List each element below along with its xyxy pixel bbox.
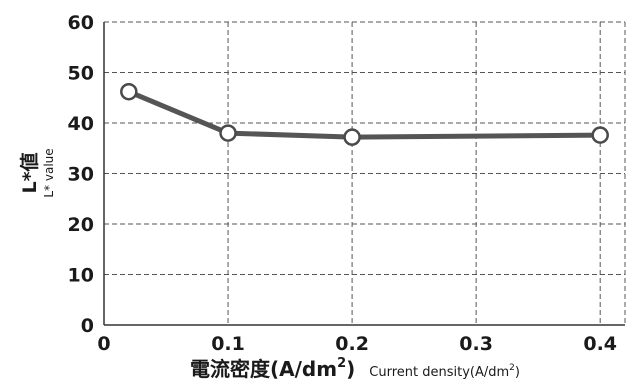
x-axis-title: 電流密度(A/dm2) Current density(A/dm2) xyxy=(190,356,520,381)
data-point xyxy=(219,124,237,142)
y-tick-label: 60 xyxy=(68,12,94,34)
x-tick-label: 0.4 xyxy=(583,333,617,355)
x-tick-label: 0.3 xyxy=(459,333,493,355)
y-axis-title-sub: L* value xyxy=(42,148,56,197)
x-tick-label: 0.1 xyxy=(211,333,245,355)
x-tick-labels: 0 0.1 0.2 0.3 0.4 xyxy=(97,333,617,355)
data-series xyxy=(120,82,609,146)
y-tick-label: 0 xyxy=(81,315,94,337)
series-line xyxy=(126,89,603,140)
data-point xyxy=(343,128,361,146)
data-point xyxy=(120,82,138,101)
y-tick-label: 30 xyxy=(68,164,94,186)
x-axis-title-en-sup: 2 xyxy=(509,363,515,373)
x-tick-label: 0 xyxy=(97,333,110,355)
grid-lines xyxy=(104,21,626,325)
x-tick-label: 0.2 xyxy=(335,333,369,355)
y-tick-label: 10 xyxy=(68,265,94,287)
x-axis-title-en: Current density(A/dm xyxy=(369,365,509,380)
axes xyxy=(103,22,625,326)
x-axis-title-jp: 電流密度(A/dm xyxy=(190,357,337,381)
y-tick-label: 40 xyxy=(68,113,94,135)
x-axis-title-jp-sup: 2 xyxy=(337,356,346,371)
x-axis-title-en-close: ) xyxy=(515,365,520,380)
y-axis-title-main: L*値 xyxy=(19,152,41,193)
y-tick-labels: 0 10 20 30 40 50 60 xyxy=(68,12,94,337)
y-tick-label: 20 xyxy=(68,214,94,236)
data-point xyxy=(591,126,609,144)
x-axis-title-jp-close: ) xyxy=(346,357,355,381)
y-tick-label: 50 xyxy=(68,63,94,85)
y-axis-title: L*値 L* value xyxy=(19,148,56,197)
